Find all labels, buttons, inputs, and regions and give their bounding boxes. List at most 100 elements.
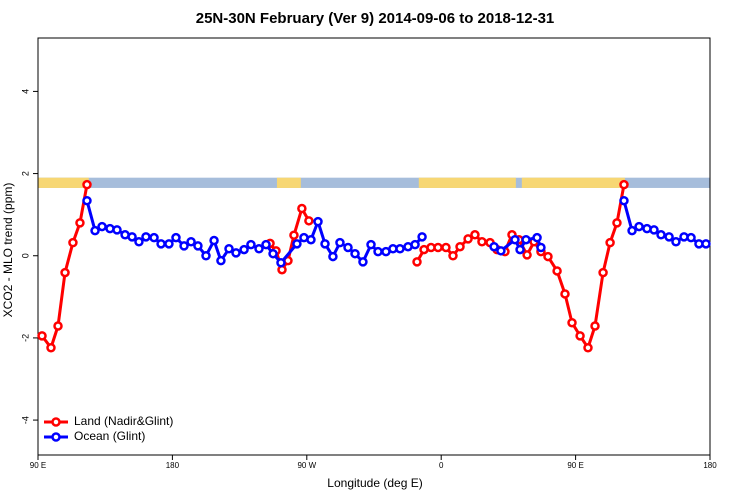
data-point [112,225,122,235]
data-point [276,257,286,268]
data-point [656,230,666,240]
data-point [477,237,487,247]
data-point [304,216,314,226]
data-point [590,321,600,331]
data-point [186,237,196,247]
land-band [418,177,516,188]
x-tick-label: 180 [703,461,717,470]
data-point [82,195,92,206]
data-point [470,230,480,240]
data-point [522,250,532,260]
data-point [134,237,144,247]
data-point [410,239,420,250]
x-tick-label: 0 [439,461,444,470]
y-tick-label: -2 [20,334,30,342]
data-point [489,241,499,252]
data-point [612,218,622,228]
x-tick-label: 90 E [30,461,46,470]
legend-label: Ocean (Glint) [74,429,145,443]
data-point [536,242,546,253]
data-point [201,250,211,261]
legend-marker [51,417,61,427]
data-point [306,234,316,245]
data-point [543,251,553,262]
data-point [127,232,137,242]
data-point [455,241,465,252]
data-point [583,343,593,353]
data-point [149,232,159,243]
ocean-band [38,177,710,188]
data-point [664,232,674,242]
data-point [701,239,711,249]
x-axis-label: Longitude (deg E) [327,476,422,490]
data-point [320,239,330,249]
data-point [412,257,422,267]
land-band [38,177,89,188]
data-point [686,232,696,243]
data-point [395,244,405,254]
data-point [567,317,577,328]
data-point [209,235,219,246]
data-point [82,179,92,190]
data-point [496,246,506,256]
data-point [171,232,181,243]
data-point [292,239,302,249]
data-point [575,331,585,341]
data-point [313,216,323,227]
data-point [605,237,615,248]
data-point [510,234,520,245]
data-point [97,221,107,232]
x-tick-label: 180 [166,461,180,470]
data-point [671,237,681,247]
data-point [521,234,531,245]
chart-title: 25N-30N February (Ver 9) 2014-09-06 to 2… [196,10,555,27]
x-tick-label: 90 W [297,461,316,470]
data-point [216,255,226,266]
data-point [268,248,278,259]
legend-marker [51,432,61,442]
data-point [448,250,458,261]
data-point [297,203,307,214]
data-point [46,343,56,353]
y-tick-label: -4 [20,416,30,424]
data-point [515,244,525,255]
land-band [521,177,625,188]
data-point [53,321,63,331]
data-point [164,239,174,249]
data-point [335,237,345,248]
data-point [560,289,570,299]
data-point [649,225,659,235]
data-point [627,225,637,236]
data-point [60,267,70,278]
y-tick-label: 4 [20,89,30,94]
data-point [90,225,100,236]
data-point [532,232,542,243]
data-point [141,232,151,242]
legend-label: Land (Nadir&Glint) [74,414,173,428]
data-point [619,195,629,206]
data-point [156,239,166,249]
plot-frame [37,37,711,456]
data-point [37,331,47,341]
data-point [75,218,85,228]
data-point [179,241,189,251]
series-line [40,184,626,352]
data-point [463,234,473,244]
data-point [261,239,271,250]
data-point [552,266,562,276]
data-point [246,239,256,250]
data-point [634,221,644,232]
data-point [598,267,608,278]
data-point [193,241,203,251]
data-point [224,244,234,254]
land-band [276,177,301,188]
y-tick-label: 2 [20,171,30,176]
x-tick-label: 90 E [567,461,583,470]
data-point [350,248,360,259]
data-point [441,242,451,253]
data-point [231,248,241,258]
data-point [343,242,353,253]
data-point [619,179,629,190]
y-tick-label: 0 [20,253,30,258]
